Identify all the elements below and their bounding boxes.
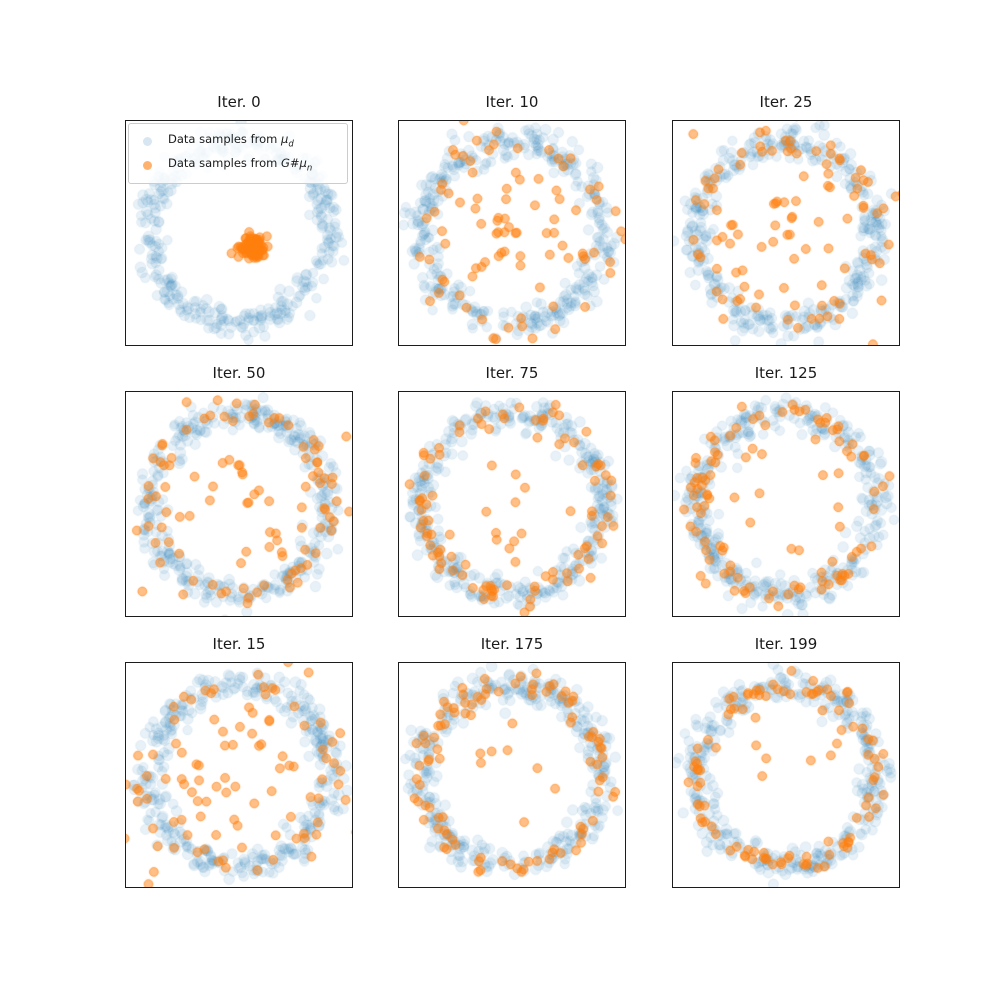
subplot-0: Iter. 0 Data samples from μd Data sample… [125,92,353,346]
legend: Data samples from μd Data samples from G… [128,123,348,184]
scatter-canvas [126,392,352,616]
plot-area [398,120,626,346]
scatter-canvas [126,663,352,887]
scatter-canvas [673,663,899,887]
plot-area [398,391,626,617]
generated-samples-marker-icon [143,160,152,170]
subplot-1: Iter. 10 [398,92,626,346]
subplot-6: Iter. 15 [125,634,353,888]
plot-title: Iter. 50 [212,364,266,382]
scatter-canvas [673,121,899,345]
plot-area: Data samples from μd Data samples from G… [125,120,353,346]
plot-area [672,391,900,617]
legend-item-generated-samples: Data samples from G#μn [135,153,340,177]
legend-label: Data samples from G#μn [168,156,313,174]
plot-title: Iter. 10 [485,93,539,111]
subplot-2: Iter. 25 [672,92,900,346]
data-samples-marker-icon [143,136,152,146]
scatter-canvas [673,392,899,616]
plot-area [672,120,900,346]
subplot-4: Iter. 75 [398,363,626,617]
scatter-canvas [399,392,625,616]
subplot-8: Iter. 199 [672,634,900,888]
plot-area [398,662,626,888]
subplot-5: Iter. 125 [672,363,900,617]
plot-title: Iter. 25 [759,93,813,111]
legend-label: Data samples from μd [168,132,294,150]
subplot-3: Iter. 50 [125,363,353,617]
plot-title: Iter. 0 [217,93,261,111]
scatter-canvas [399,663,625,887]
plot-title: Iter. 199 [754,635,818,653]
plot-title: Iter. 125 [754,364,818,382]
scatter-canvas [399,121,625,345]
plot-title: Iter. 75 [485,364,539,382]
subplot-7: Iter. 175 [398,634,626,888]
plot-title: Iter. 175 [480,635,544,653]
plot-area [672,662,900,888]
plot-area [125,662,353,888]
legend-item-data-samples: Data samples from μd [135,129,340,153]
plot-area [125,391,353,617]
plot-title: Iter. 15 [212,635,266,653]
